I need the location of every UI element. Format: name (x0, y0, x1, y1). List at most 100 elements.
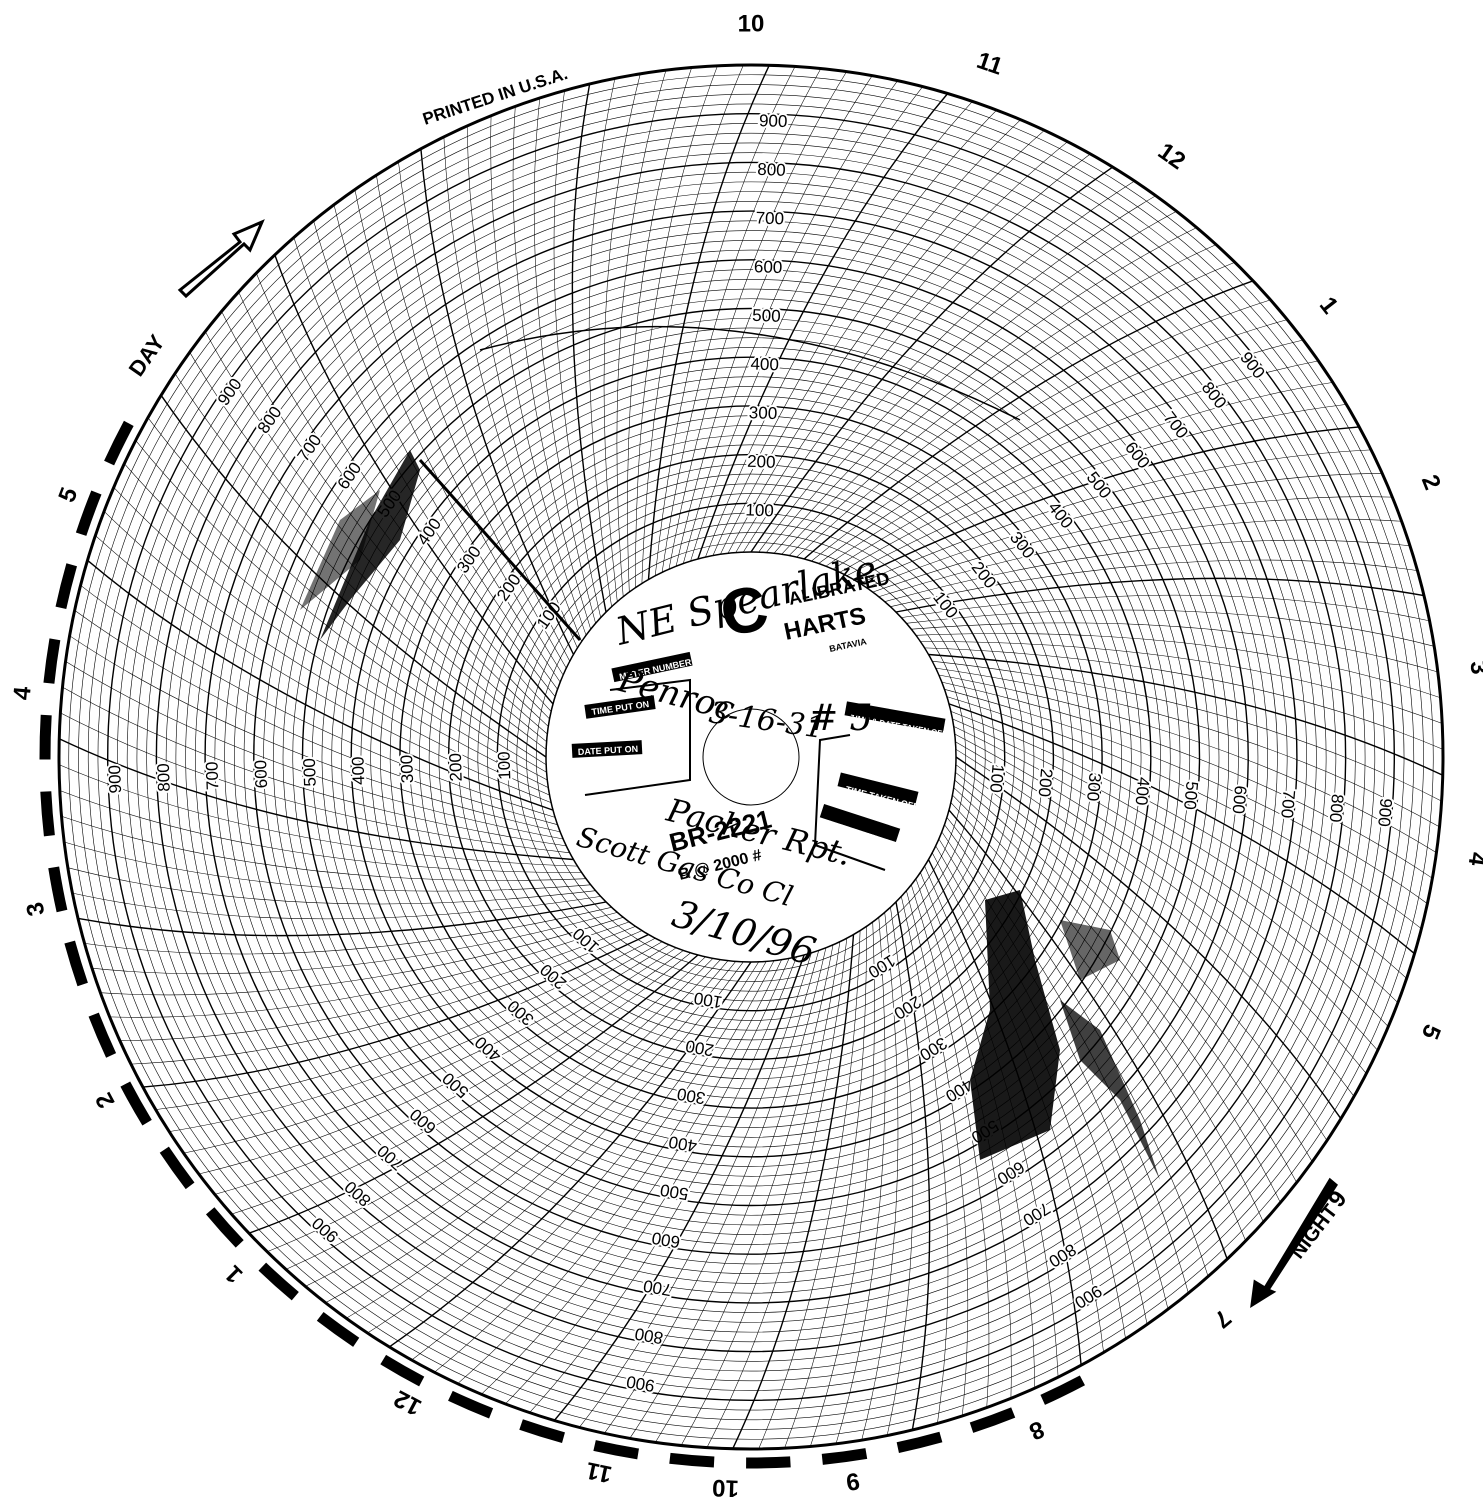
time-arc (100, 917, 624, 996)
dash-segment (39, 714, 52, 760)
center-hole (702, 708, 800, 806)
time-arc (886, 907, 914, 1436)
grid-ring (526, 532, 976, 982)
time-arc (955, 764, 1328, 1141)
time-arc (135, 440, 547, 773)
grid-ring (311, 317, 1191, 1197)
time-arc (147, 417, 547, 765)
time-arc (955, 749, 1355, 1097)
time-arc (183, 944, 670, 1154)
scale-label: 700 (755, 208, 784, 228)
grid-ring (301, 307, 1201, 1207)
time-arc (69, 635, 561, 833)
scale-label: 500 (752, 306, 781, 326)
scale-label: 200 (747, 452, 776, 472)
grid-ring (155, 161, 1347, 1353)
scale-label: 600 (251, 760, 271, 789)
grid-ring (234, 240, 1268, 1274)
time-arc (935, 667, 1440, 828)
scale-label: 200 (446, 753, 466, 782)
dash-segment (1040, 1375, 1085, 1405)
time-arc (866, 473, 1383, 588)
time-arc (938, 838, 1148, 1325)
time-arc (59, 790, 582, 873)
dash-segment (896, 1431, 943, 1453)
grid-ring (399, 405, 1103, 1109)
time-arc (411, 961, 759, 1361)
grid-ring (496, 502, 1006, 1012)
grid-ring (126, 132, 1376, 1382)
grid-ring (68, 74, 1434, 1440)
grid-ring (117, 123, 1385, 1391)
time-arc (74, 610, 558, 825)
time-arc (955, 741, 1367, 1074)
time-arc (954, 733, 1378, 1051)
time-arc (944, 689, 1428, 904)
time-arc (953, 726, 1389, 1027)
time-arc (697, 93, 949, 560)
time-arc (948, 809, 1228, 1260)
time-arc (946, 696, 1422, 929)
time-arc (571, 83, 607, 613)
time-arc (928, 653, 1444, 776)
time-arc (825, 339, 1304, 567)
grid-ring (535, 541, 967, 973)
time-arc (64, 841, 591, 892)
hour-label-day: 12 (390, 1384, 426, 1420)
time-arc (533, 97, 596, 624)
scale-label: 100 (986, 764, 1007, 794)
time-arc (256, 272, 552, 712)
time-arc (846, 404, 1347, 577)
grid-ring (477, 483, 1025, 1031)
time-arc (214, 950, 684, 1195)
dash-segment (40, 791, 55, 837)
time-arc (954, 779, 1297, 1183)
grid-ring (263, 269, 1239, 1245)
time-arc (60, 712, 570, 854)
time-arc (635, 65, 718, 588)
time-arc (654, 66, 796, 576)
grid-ring (428, 434, 1074, 1080)
center-label-area: C ALIBRATED HARTS BATAVIA METER NUMBER T… (545, 546, 957, 974)
time-arc (953, 787, 1281, 1203)
grid-ring (195, 201, 1307, 1313)
time-arc (952, 718, 1399, 1003)
dash-segment (55, 563, 77, 609)
time-arc (735, 141, 1068, 553)
scale-label: 600 (1229, 785, 1250, 815)
dash-segment (48, 866, 68, 913)
hour-label-night: 10 (738, 10, 765, 37)
time-arc (938, 674, 1437, 853)
grid-ring (243, 249, 1259, 1265)
grid-ring (380, 386, 1122, 1128)
grid-ring (516, 522, 986, 992)
time-arc (198, 947, 677, 1175)
time-arc (169, 941, 663, 1132)
time-arc (948, 703, 1415, 955)
time-arc (604, 950, 819, 1434)
time-arc (124, 463, 548, 781)
time-arc (293, 237, 556, 697)
time-arc (274, 254, 554, 705)
hour-label-day: 8 (1025, 1415, 1048, 1445)
grid-ring (97, 103, 1405, 1411)
time-arc (788, 244, 1217, 556)
dash-segment (104, 420, 134, 466)
time-arc (803, 280, 1254, 560)
time-arc (766, 195, 1156, 553)
time-arc (758, 930, 861, 1450)
time-arc (629, 947, 827, 1439)
time-arc (859, 449, 1372, 584)
time-arc (248, 954, 699, 1234)
scale-label: 900 (105, 765, 125, 794)
time-arc (285, 958, 714, 1270)
grid-ring (224, 230, 1278, 1284)
grid-ring (292, 298, 1210, 1216)
scale-label: 500 (300, 758, 320, 787)
grid-ring (389, 395, 1113, 1119)
hour-label-day: 9 (844, 1467, 861, 1496)
scale-label: 400 (1132, 776, 1153, 806)
time-arc (712, 109, 997, 556)
day-label: DAY (124, 330, 170, 381)
